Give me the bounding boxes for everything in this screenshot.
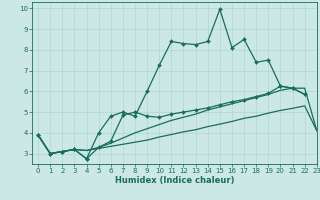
X-axis label: Humidex (Indice chaleur): Humidex (Indice chaleur) — [115, 176, 234, 185]
